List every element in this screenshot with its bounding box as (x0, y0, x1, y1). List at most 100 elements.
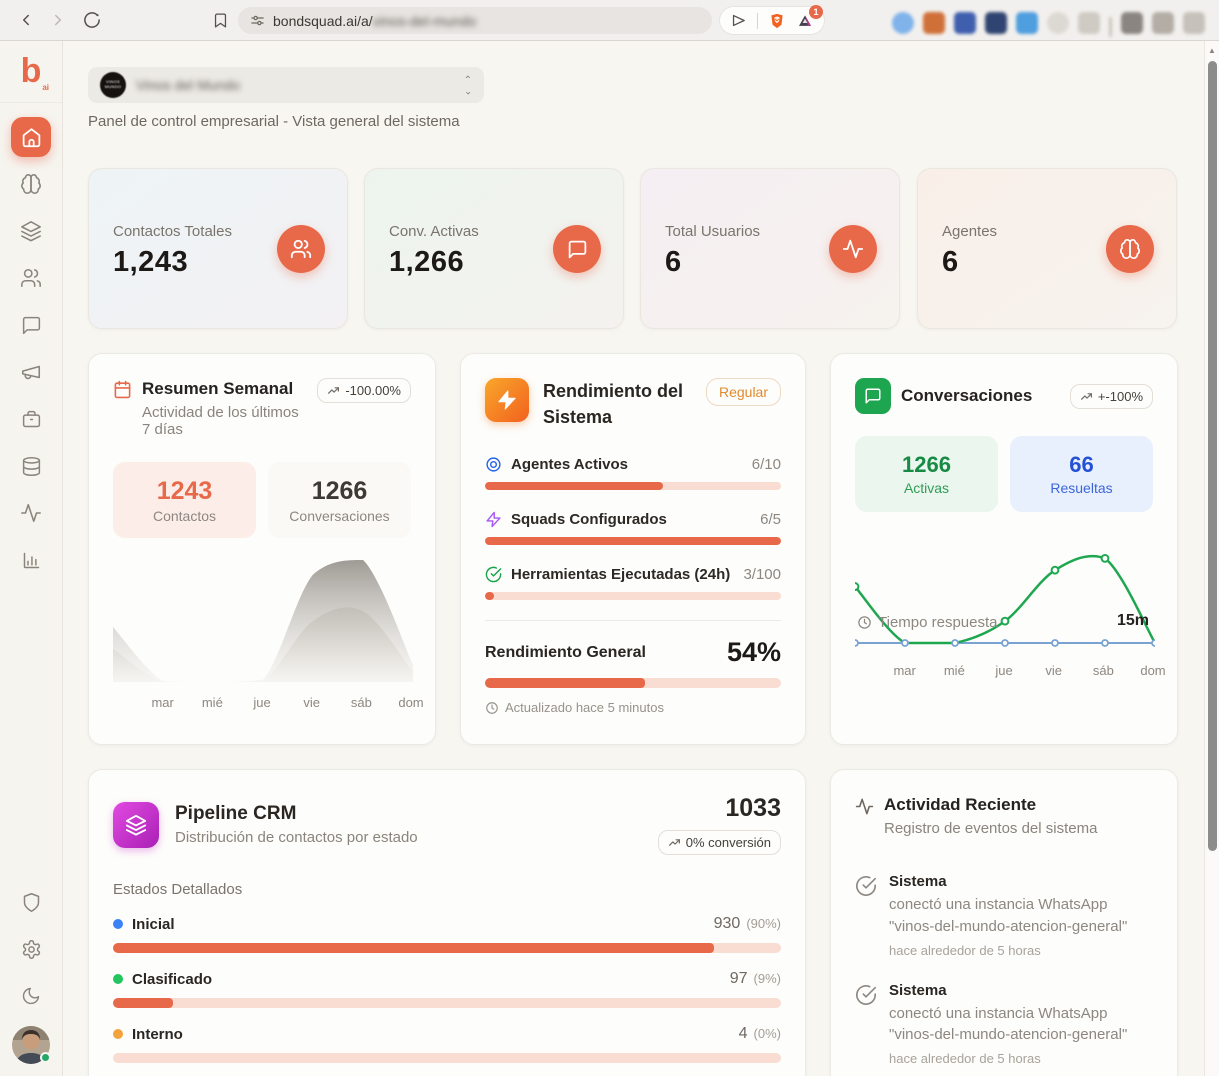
overall-value: 54% (726, 637, 781, 668)
forward-button[interactable] (44, 6, 72, 34)
extension-icons[interactable] (892, 8, 1205, 37)
activity-event: Sistema conectó una instancia WhatsApp "… (855, 873, 1153, 958)
section-label: Estados Detallados (113, 881, 243, 898)
extension-icon[interactable] (1016, 11, 1038, 34)
calendar-icon (113, 380, 132, 399)
reload-button[interactable] (78, 6, 106, 34)
share-icon[interactable] (730, 12, 747, 29)
weekly-contactos-box: 1243 Contactos (113, 462, 256, 539)
extension-icon[interactable] (1047, 11, 1069, 34)
browser-toolbar: bondsquad.ai/a/vinos-del-mundo 1 (0, 0, 1219, 41)
status-dot (113, 919, 123, 929)
stat-card-agentes: Agentes 6 (917, 168, 1177, 329)
stat-card-conversaciones: Conv. Activas 1,266 (364, 168, 624, 329)
conversations-line-chart: Tiempo respuesta 15m mar mié jue vie sáb dom (850, 546, 1166, 681)
pipeline-total: 1033 (725, 794, 781, 822)
sidebar-item-analytics[interactable] (11, 540, 51, 580)
sidebar-item-business[interactable] (11, 399, 51, 439)
stat-value: 1,243 (113, 246, 189, 278)
activity-icon (829, 225, 877, 273)
stat-value: 6 (665, 246, 682, 278)
conversion-badge: 0% conversión (657, 830, 781, 855)
card-subtitle: Distribución de contactos por estado (175, 829, 418, 846)
weekly-conversaciones-box: 1266 Conversaciones (268, 462, 411, 539)
response-time-value: 15m (1116, 612, 1149, 629)
card-title: Resumen Semanal (142, 379, 294, 398)
conversations-x-labels: mar mié jue vie sáb dom (893, 663, 1166, 678)
online-status-dot (40, 1052, 51, 1063)
check-circle-icon (485, 566, 502, 583)
sidebar-item-database[interactable] (11, 446, 51, 486)
extension-icon[interactable] (1121, 11, 1143, 34)
sidebar-item-home[interactable] (11, 117, 51, 157)
target-icon (485, 456, 502, 473)
resueltas-box: 66 Resueltas (1010, 436, 1153, 512)
dashboard: VINOS MUNDO Vinos del Mundo ⌃ ⌃ Panel de … (63, 41, 1204, 1076)
divider (485, 620, 781, 622)
extension-icon[interactable] (985, 11, 1007, 34)
bookmark-icon[interactable] (206, 6, 234, 34)
sidebar-item-campaigns[interactable] (11, 352, 51, 392)
dark-mode-toggle[interactable] (11, 976, 51, 1016)
last-updated: Actualizado hace 5 minutos (485, 700, 781, 715)
status-dot (113, 974, 123, 984)
card-title: Pipeline CRM (175, 803, 297, 824)
back-button[interactable] (12, 6, 40, 34)
pipeline-row-inicial: Inicial 930 (90%) (113, 915, 781, 953)
metric-herramientas: Herramientas Ejecutadas (24h) 3/100 (485, 566, 781, 601)
pipeline-row-clasificado: Clasificado 97 (9%) (113, 970, 781, 1008)
stat-value: 6 (942, 246, 959, 278)
response-time-label: Tiempo respuesta (857, 614, 998, 631)
extension-icon[interactable] (1109, 17, 1112, 37)
extension-icon[interactable] (892, 11, 914, 34)
weekly-x-labels: mar mié jue vie sáb dom (151, 695, 424, 711)
url-blurred-segment: vinos-del-mundo (372, 12, 477, 29)
stat-label: Conv. Activas (389, 223, 479, 240)
stat-label: Contactos Totales (113, 223, 232, 240)
metric-agentes-activos: Agentes Activos 6/10 (485, 456, 781, 491)
user-avatar[interactable] (12, 1026, 51, 1064)
page-scrollbar[interactable]: ▲ (1204, 41, 1219, 1076)
performance-status-badge: Regular (705, 378, 781, 406)
sidebar-item-activity[interactable] (11, 493, 51, 533)
activity-event: Sistema conectó una instancia WhatsApp "… (855, 982, 1153, 1066)
recent-activity-card: Actividad Reciente Registro de eventos d… (830, 769, 1178, 1076)
status-dot (113, 1029, 123, 1039)
app-logo[interactable]: b ai (0, 41, 62, 103)
sidebar-item-security[interactable] (11, 882, 51, 922)
stat-value: 1,266 (389, 246, 465, 278)
extension-icon[interactable] (1152, 11, 1174, 34)
scrollbar-up-arrow[interactable]: ▲ (1208, 46, 1216, 55)
extension-icon[interactable] (954, 11, 976, 34)
sidebar-item-settings[interactable] (11, 929, 51, 969)
activas-box: 1266 Activas (855, 436, 998, 512)
sidebar-item-conversations[interactable] (11, 305, 51, 345)
zap-icon (485, 378, 529, 422)
metric-squads: Squads Configurados 6/5 (485, 511, 781, 546)
card-title: Rendimiento del Sistema (543, 381, 684, 428)
extension-icon[interactable] (923, 11, 945, 34)
performance-card: Rendimiento del Sistema Regular Agentes … (460, 353, 806, 745)
extension-icon[interactable] (1183, 11, 1205, 34)
address-bar[interactable]: bondsquad.ai/a/vinos-del-mundo (238, 7, 712, 34)
brave-rewards-icon[interactable]: 1 (796, 4, 823, 30)
workspace-selector[interactable]: VINOS MUNDO Vinos del Mundo ⌃ ⌃ (88, 67, 484, 103)
sidebar-item-contacts[interactable] (11, 258, 51, 298)
toolbar-actions: 1 (720, 4, 824, 34)
rewards-badge: 1 (809, 4, 823, 19)
brave-shield-icon[interactable] (768, 12, 786, 30)
pipeline-row-interno: Interno 4 (0%) (113, 1025, 781, 1063)
layers-icon (113, 801, 159, 848)
url-text: bondsquad.ai/a/vinos-del-mundo (273, 12, 477, 29)
extension-icon[interactable] (1078, 11, 1100, 34)
conversations-trend-badge: +-100% (1069, 383, 1153, 409)
sidebar-item-squads[interactable] (11, 211, 51, 251)
overall-label: Rendimiento General (485, 643, 646, 661)
chat-icon (553, 225, 601, 273)
pulse-icon (855, 797, 874, 816)
scrollbar-thumb[interactable] (1207, 61, 1217, 851)
sidebar-item-agents[interactable] (11, 164, 51, 204)
site-settings-icon[interactable] (250, 13, 265, 28)
card-subtitle: Registro de eventos del sistema (884, 820, 1098, 838)
